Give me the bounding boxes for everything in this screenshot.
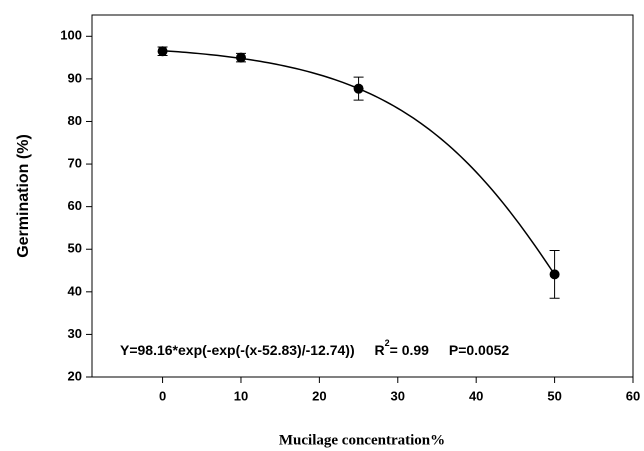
r-squared-sup: 2 (385, 338, 390, 348)
x-tick-label: 50 (547, 388, 561, 403)
x-axis-label: Mucilage concentration% (279, 432, 445, 448)
x-tick-label: 0 (159, 388, 166, 403)
data-point (353, 83, 364, 94)
r-squared: R (375, 342, 385, 358)
x-tick-label: 30 (391, 388, 405, 403)
y-axis-label: Germination (%) (15, 134, 32, 258)
r-squared-value: = 0.99 (390, 342, 430, 358)
y-tick-label: 50 (68, 241, 82, 256)
y-tick-label: 70 (68, 155, 82, 170)
x-tick-label: 40 (469, 388, 483, 403)
annotation: Y=98.16*exp(-exp(-(x-52.83)/-12.74)) R2=… (120, 338, 509, 357)
plot-frame (91, 14, 634, 378)
y-tick-label: 60 (68, 198, 82, 213)
data-point (235, 52, 246, 63)
equation: Y=98.16*exp(-exp(-(x-52.83)/-12.74)) (120, 342, 355, 358)
p-value: P=0.0052 (449, 342, 510, 358)
x-tick-label: 60 (626, 388, 640, 403)
x-tick-label: 10 (234, 388, 248, 403)
data-point (157, 46, 168, 57)
y-tick-label: 20 (68, 368, 82, 383)
y-tick-label: 100 (60, 28, 82, 43)
data-point (549, 269, 560, 280)
y-tick-label: 30 (68, 326, 82, 341)
y-tick-label: 90 (68, 70, 82, 85)
y-tick-label: 40 (68, 283, 82, 298)
y-tick-label: 80 (68, 113, 82, 128)
x-tick-label: 20 (312, 388, 326, 403)
